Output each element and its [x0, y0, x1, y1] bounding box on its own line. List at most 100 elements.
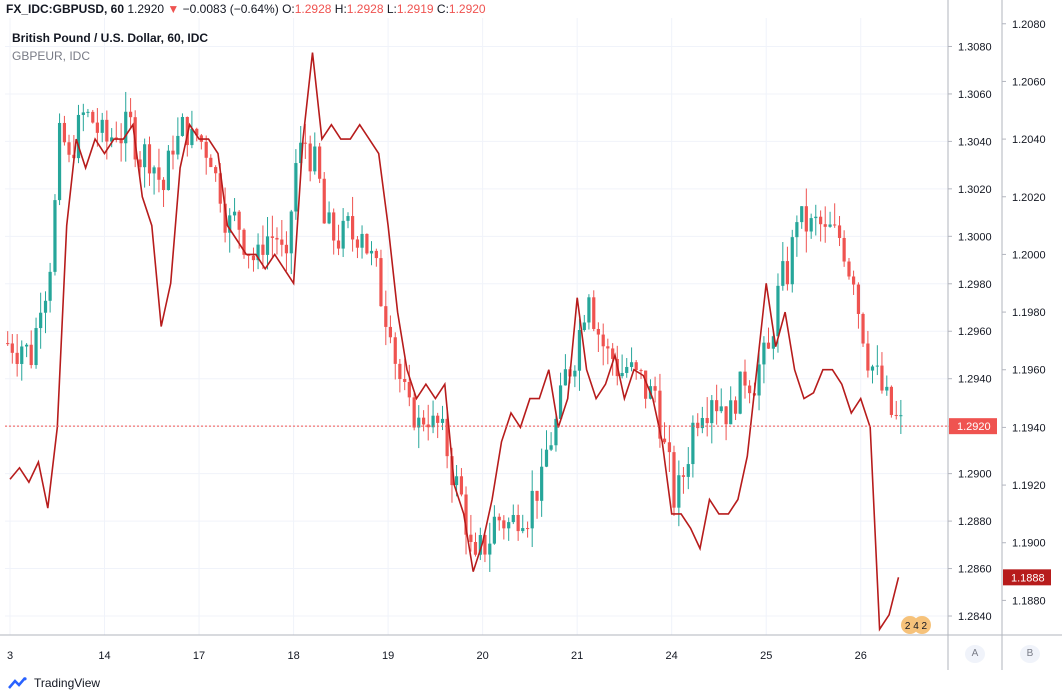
low-value: 1.2919	[396, 2, 434, 16]
candle-body	[124, 111, 128, 144]
candle-body	[757, 364, 761, 396]
candle-body	[762, 342, 766, 365]
candle-body	[530, 490, 534, 529]
candle-body	[809, 218, 813, 232]
candle-body	[20, 346, 24, 364]
candle-body	[185, 116, 189, 146]
candle-body	[76, 114, 81, 159]
compare-last-label: 1.1888	[1011, 572, 1045, 584]
candle-body	[280, 239, 284, 245]
candle-body	[549, 445, 553, 450]
candle-body	[540, 466, 544, 501]
candle-body	[469, 534, 473, 542]
y2-tick-label: 1.2000	[1012, 249, 1046, 261]
candle-body	[748, 385, 752, 394]
y-tick-label: 1.2840	[958, 611, 992, 623]
candle-body	[161, 179, 166, 191]
candle-body	[81, 112, 85, 115]
candle-body	[34, 328, 38, 366]
last-price: 1.2920	[127, 2, 165, 16]
candle-body	[497, 516, 501, 521]
candle-body	[554, 418, 558, 446]
candle-body	[431, 415, 435, 428]
candle-body	[15, 352, 19, 364]
candle-body	[242, 229, 246, 255]
candle-body	[86, 111, 90, 113]
candle-body	[837, 225, 842, 238]
candle-body	[322, 178, 326, 224]
y-tick-label: 1.3060	[958, 89, 992, 101]
y2-tick-label: 1.1980	[1012, 307, 1046, 319]
candle-body	[672, 452, 676, 508]
candle-body	[25, 344, 29, 347]
candle-body	[681, 475, 686, 477]
x-tick-label: 3	[7, 650, 13, 662]
candle-body	[403, 379, 407, 382]
candle-body	[336, 240, 341, 249]
candle-body	[634, 362, 638, 371]
candle-body	[261, 244, 265, 255]
main-series-legend[interactable]: British Pound / U.S. Dollar, 60, IDC	[12, 31, 209, 45]
candle-body	[705, 417, 709, 424]
candle-body	[629, 362, 634, 367]
candle-body	[894, 414, 898, 416]
close-label: C:	[436, 2, 449, 16]
candle-body	[833, 224, 837, 226]
candle-body	[733, 400, 738, 414]
close-value: 1.2920	[448, 2, 486, 16]
candle-body	[388, 326, 393, 338]
candle-body	[662, 438, 667, 443]
current-price-label: 1.2920	[957, 421, 991, 433]
candle-body	[214, 167, 218, 174]
candle-body	[804, 206, 808, 232]
candle-body	[611, 348, 615, 359]
candle-body	[365, 233, 369, 254]
current-price-tag	[949, 418, 997, 435]
footer: TradingView	[8, 676, 100, 690]
auto-scale-button[interactable]: A	[965, 645, 985, 663]
candle-body	[710, 400, 714, 424]
candle-body	[209, 157, 213, 168]
candle-body	[350, 216, 355, 240]
candle-body	[696, 422, 700, 429]
candle-body	[700, 417, 704, 429]
candle-body	[147, 144, 152, 174]
candle-body	[265, 236, 270, 255]
candle-body	[270, 236, 274, 238]
y2-tick-label: 1.1920	[1012, 480, 1046, 492]
candle-body	[228, 215, 232, 233]
candle-body	[800, 206, 804, 223]
candle-body	[889, 386, 893, 415]
tradingview-logo-icon	[8, 677, 27, 689]
x-tick-label: 17	[193, 650, 205, 662]
candle-body	[157, 167, 161, 180]
y-tick-label: 1.3000	[958, 231, 992, 243]
events-flag-icon	[913, 616, 931, 634]
candle-body	[57, 122, 62, 201]
symbol-name[interactable]: FX_IDC:GBPUSD, 60	[6, 2, 125, 16]
candle-body	[492, 516, 496, 544]
candle-body	[573, 370, 577, 377]
compare-series-legend[interactable]: GBPEUR, IDC	[12, 49, 91, 63]
candle-body	[232, 211, 237, 216]
y-tick-label: 1.3040	[958, 136, 992, 148]
y2-tick-label: 1.2020	[1012, 192, 1046, 204]
candle-body	[828, 224, 832, 227]
candle-body	[899, 415, 903, 417]
compare-scale-button[interactable]: B	[1020, 645, 1040, 663]
candle-body	[488, 543, 492, 555]
candle-body	[459, 476, 464, 495]
candle-body	[790, 237, 794, 285]
candle-body	[105, 119, 109, 142]
candle-body	[294, 163, 298, 212]
candle-body	[473, 541, 478, 555]
candle-body	[284, 244, 289, 254]
candle-body	[303, 142, 307, 144]
candle-body	[48, 271, 52, 301]
price-chart[interactable]: 1.3080 1.3060 1.3040 1.3020 1.3000 1.2980 1.29…	[0, 0, 1062, 670]
candle-body	[166, 150, 170, 191]
down-arrow-icon: ▼	[167, 2, 180, 16]
candle-body	[332, 212, 336, 241]
y-tick-label: 1.2960	[958, 326, 992, 338]
candle-body	[729, 400, 733, 425]
